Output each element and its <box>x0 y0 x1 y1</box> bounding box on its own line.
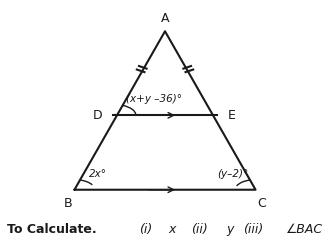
Text: (ii): (ii) <box>191 223 208 236</box>
Text: x: x <box>168 223 176 236</box>
Text: To Calculate.: To Calculate. <box>7 223 96 236</box>
Text: (x+y –36)°: (x+y –36)° <box>126 95 182 104</box>
Text: 2x°: 2x° <box>89 169 107 179</box>
Text: (iii): (iii) <box>243 223 263 236</box>
Text: (y–2)°: (y–2)° <box>217 169 248 179</box>
Text: C: C <box>258 197 266 210</box>
Text: D: D <box>92 109 102 122</box>
Text: E: E <box>228 109 236 122</box>
Text: B: B <box>64 197 72 210</box>
Text: ∠BAC: ∠BAC <box>286 223 323 236</box>
Text: y: y <box>226 223 234 236</box>
Text: A: A <box>161 12 169 25</box>
Text: (i): (i) <box>139 223 152 236</box>
